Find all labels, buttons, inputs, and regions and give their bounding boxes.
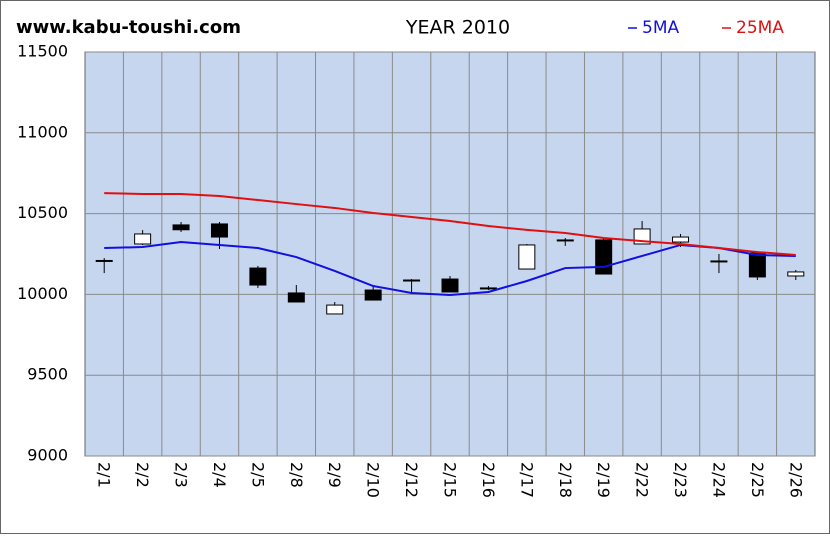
- y-tick-label: 11500: [17, 42, 68, 61]
- candle-body: [210, 223, 228, 238]
- plot-area: [84, 51, 816, 457]
- candle-body: [441, 278, 459, 293]
- candle-body: [172, 224, 190, 231]
- x-tick-label: 2/22: [633, 462, 652, 498]
- y-tick-label: 9000: [27, 446, 68, 465]
- y-tick-label: 10500: [17, 203, 68, 222]
- x-tick-label: 2/10: [364, 462, 383, 498]
- site-label: www.kabu-toushi.com: [16, 17, 241, 38]
- y-tick-label: 10000: [17, 284, 68, 303]
- candle-body: [595, 239, 613, 275]
- chart-title: YEAR 2010: [405, 17, 510, 39]
- legend-label: 25MA: [736, 18, 784, 38]
- candle-body: [134, 233, 152, 245]
- y-tick-label: 9500: [27, 365, 68, 384]
- candle-body: [787, 271, 805, 277]
- candle-body: [95, 259, 113, 262]
- x-tick-label: 2/23: [671, 462, 690, 498]
- legend: 5MA 25MA: [628, 18, 784, 38]
- x-tick-label: 2/17: [517, 462, 536, 498]
- y-tick-label: 11000: [17, 122, 68, 141]
- candle-body: [364, 289, 382, 301]
- candle-body: [326, 304, 344, 315]
- x-tick-label: 2/2: [133, 462, 152, 488]
- candle-body: [518, 244, 536, 270]
- x-tick-label: 2/24: [709, 462, 728, 498]
- x-tick-label: 2/8: [287, 462, 306, 488]
- x-tick-label: 2/3: [172, 462, 191, 488]
- x-tick-label: 2/4: [210, 462, 229, 488]
- candle-body: [287, 292, 305, 303]
- candle-body: [479, 287, 497, 290]
- ma-line: [104, 192, 796, 256]
- candle-body: [249, 267, 267, 286]
- x-tick-label: 2/18: [556, 462, 575, 498]
- x-tick-label: 2/16: [479, 462, 498, 498]
- candle-body: [710, 260, 728, 263]
- candle-body: [403, 279, 421, 282]
- x-tick-label: 2/5: [248, 462, 267, 488]
- x-tick-label: 2/9: [325, 462, 344, 488]
- x-tick-label: 2/26: [786, 462, 805, 498]
- x-tick-label: 2/25: [748, 462, 767, 498]
- x-tick-label: 2/19: [594, 462, 613, 498]
- x-tick-label: 2/15: [441, 462, 460, 498]
- candle-body: [672, 236, 690, 243]
- x-tick-label: 2/1: [95, 462, 114, 488]
- candle-body: [556, 239, 574, 242]
- candle-body: [748, 252, 766, 278]
- x-tick-label: 2/12: [402, 462, 421, 498]
- legend-label: 5MA: [642, 18, 679, 38]
